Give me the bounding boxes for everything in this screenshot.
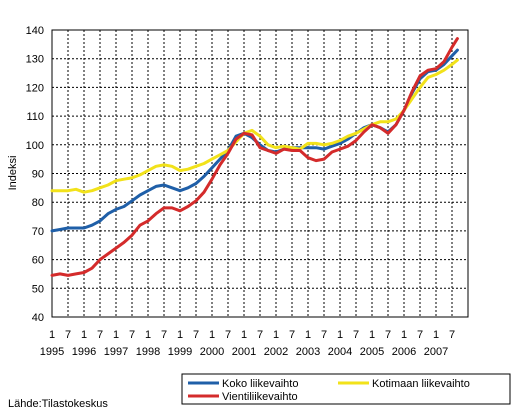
x-month-tick-label: 7 [289, 329, 295, 341]
x-month-tick-label: 1 [209, 329, 215, 341]
x-month-tick-label: 1 [305, 329, 311, 341]
x-year-label: 1995 [40, 346, 64, 358]
x-year-label: 2005 [360, 346, 384, 358]
x-month-tick-label: 7 [97, 329, 103, 341]
x-month-tick-label: 1 [273, 329, 279, 341]
y-tick-label: 140 [26, 25, 44, 37]
x-month-tick-label: 1 [81, 329, 87, 341]
series-line-vienti [50, 37, 459, 277]
legend-box [181, 373, 511, 405]
x-year-label: 2004 [328, 346, 352, 358]
x-year-label: 2006 [392, 346, 416, 358]
y-axis-ticks: 40 50 60 70 80 90 100 110 120 130 140 [26, 25, 44, 324]
x-month-tick-label: 1 [401, 329, 407, 341]
y-axis-label: Indeksi [7, 156, 19, 191]
x-month-tick-label: 7 [193, 329, 199, 341]
y-tick-label: 60 [32, 255, 44, 267]
x-year-label: 1997 [104, 346, 128, 358]
y-tick-label: 120 [26, 82, 44, 94]
source-note: Lähde:Tilastokeskus [8, 398, 108, 410]
x-year-label: 1999 [168, 346, 192, 358]
x-year-label: 2001 [232, 346, 256, 358]
x-month-tick-label: 7 [129, 329, 135, 341]
x-year-label: 2007 [424, 346, 448, 358]
y-tick-label: 90 [32, 169, 44, 181]
x-month-tick-label: 7 [161, 329, 167, 341]
legend: Koko liikevaihto Kotimaan liikevaihto Vi… [181, 373, 511, 405]
x-month-tick-label: 1 [369, 329, 375, 341]
x-month-tick-label: 7 [225, 329, 231, 341]
x-month-tick-label: 7 [321, 329, 327, 341]
x-month-tick-label: 7 [353, 329, 359, 341]
x-month-tick-label: 7 [385, 329, 391, 341]
series-line-kotimaan [50, 58, 459, 194]
x-year-label: 2002 [264, 346, 288, 358]
x-month-tick-label: 7 [257, 329, 263, 341]
x-month-tick-label: 7 [65, 329, 71, 341]
y-tick-label: 40 [32, 312, 44, 324]
y-tick-label: 80 [32, 197, 44, 209]
x-month-tick-label: 7 [449, 329, 455, 341]
x-month-tick-label: 7 [417, 329, 423, 341]
legend-label-koko: Koko liikevaihto [222, 378, 298, 390]
y-tick-label: 110 [26, 111, 44, 123]
x-year-label: 1998 [136, 346, 160, 358]
y-tick-label: 50 [32, 283, 44, 295]
y-tick-label: 70 [32, 226, 44, 238]
x-month-tick-label: 1 [113, 329, 119, 341]
x-year-label: 2000 [200, 346, 224, 358]
x-month-tick-label: 1 [145, 329, 151, 341]
x-month-tick-label: 1 [49, 329, 55, 341]
x-year-label: 1996 [72, 346, 96, 358]
y-tick-label: 100 [26, 140, 44, 152]
x-month-tick-label: 1 [241, 329, 247, 341]
series-lines [50, 37, 459, 277]
legend-label-kotimaan: Kotimaan liikevaihto [372, 378, 470, 390]
x-month-tick-label: 1 [337, 329, 343, 341]
grid-lines [52, 30, 468, 317]
legend-label-vienti: Vientiliikevaihto [222, 391, 298, 403]
x-month-tick-label: 1 [177, 329, 183, 341]
x-year-label: 2003 [296, 346, 320, 358]
x-month-tick-label: 1 [433, 329, 439, 341]
y-tick-label: 130 [26, 54, 44, 66]
